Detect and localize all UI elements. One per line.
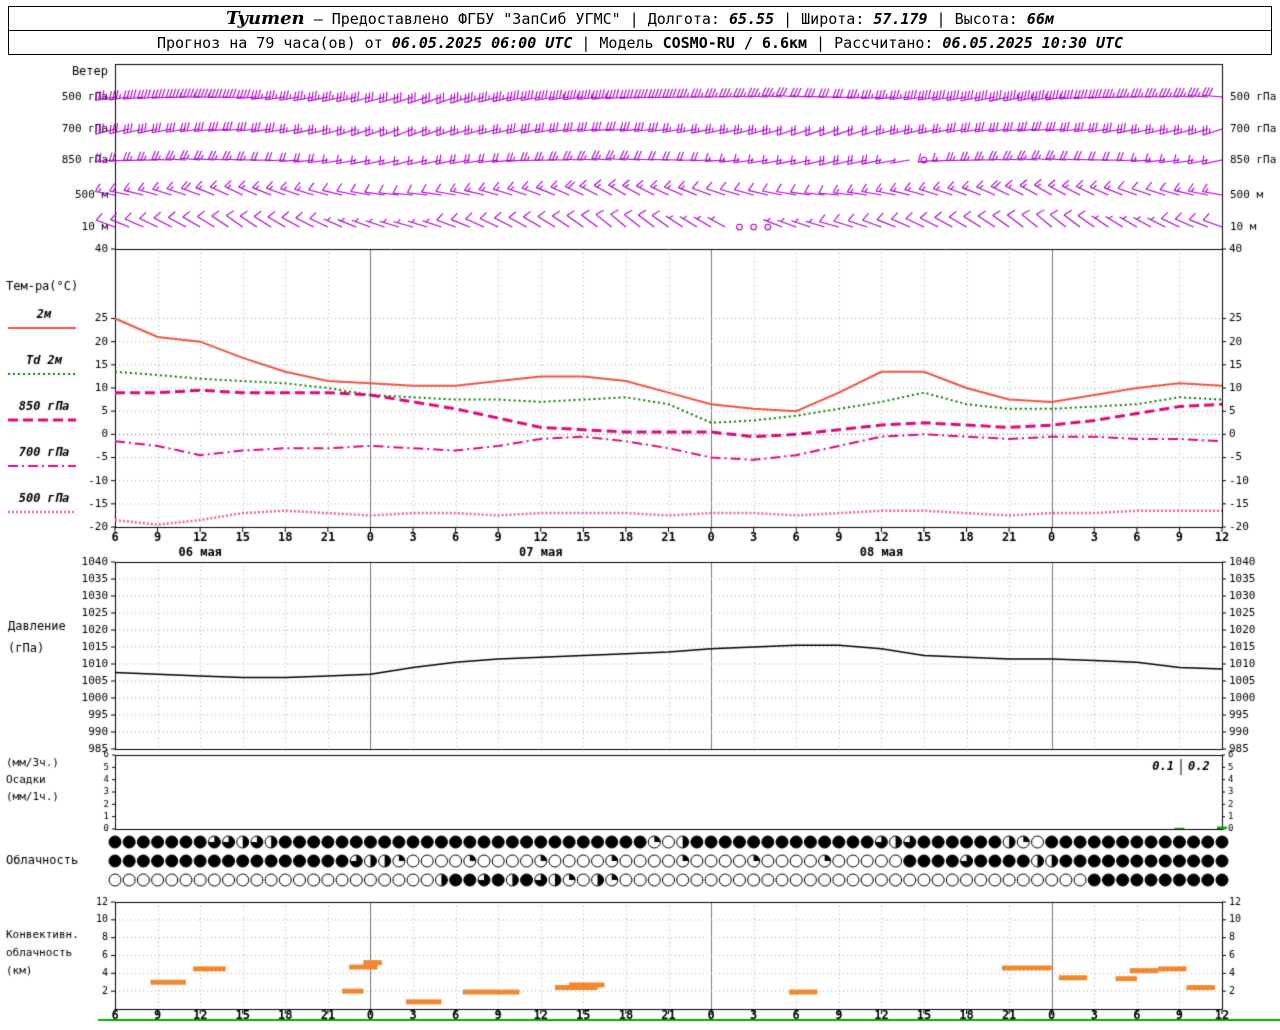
longitude-value: 65.55: [728, 9, 775, 28]
latitude-value: 57.179: [873, 9, 928, 28]
init-time: 06.05.2025 06:00 UTC: [391, 33, 573, 52]
station-name: Tyumen: [226, 8, 305, 29]
model-name: COSMO-RU: [662, 33, 735, 52]
subheader-bar: Прогноз на 79 часа(ов) от 06.05.2025 06:…: [8, 30, 1272, 55]
provider-text: Предоставлено ФГБУ "ЗапСиб УГМС": [331, 9, 621, 28]
header-separator: |: [629, 9, 639, 28]
longitude-label: Долгота:: [647, 9, 720, 28]
calc-label: Рассчитано:: [834, 33, 934, 52]
forecast-prefix: Прогноз на 79 часа(ов) от: [156, 33, 383, 52]
header-separator: |: [783, 9, 793, 28]
model-label: Модель: [599, 33, 654, 52]
meteogram-canvas: [0, 57, 1280, 1023]
altitude-label: Высота:: [954, 9, 1018, 28]
altitude-value: 66м: [1026, 9, 1054, 28]
calc-time: 06.05.2025 10:30 UTC: [942, 33, 1124, 52]
header-dash: –: [313, 9, 323, 28]
model-resolution: / 6.6км: [743, 33, 808, 52]
subheader-separator: |: [581, 33, 591, 52]
latitude-label: Широта:: [801, 9, 865, 28]
header-separator: |: [936, 9, 946, 28]
header-bar: Tyumen – Предоставлено ФГБУ "ЗапСиб УГМС…: [8, 6, 1272, 31]
subheader-separator: |: [816, 33, 826, 52]
